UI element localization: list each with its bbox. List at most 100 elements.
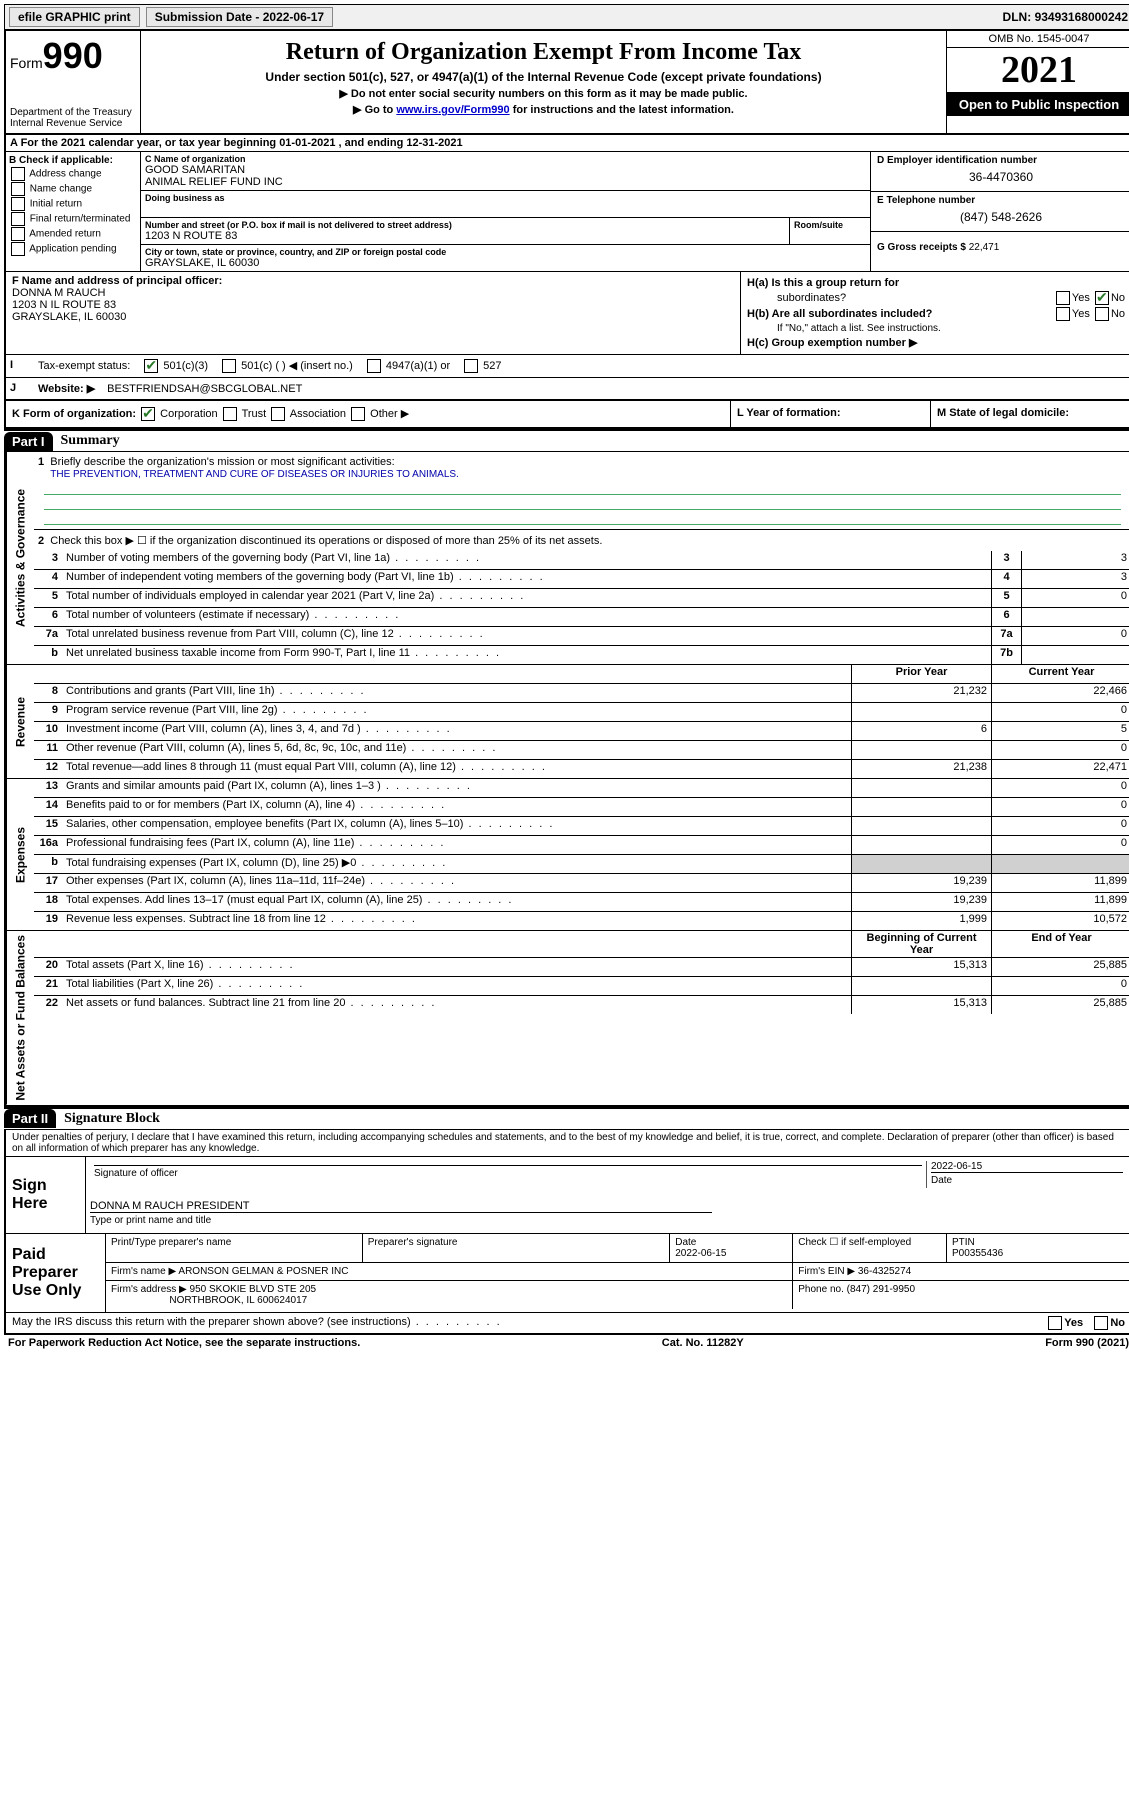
website-note: ▶ Go to www.irs.gov/Form990 for instruct… xyxy=(149,103,938,116)
chk-initial-return[interactable]: Initial return xyxy=(9,197,137,211)
chk-corp[interactable] xyxy=(141,407,155,421)
ha-row: H(a) Is this a group return for xyxy=(747,277,1125,289)
yes-1: Yes xyxy=(1072,292,1090,304)
street-value: 1203 N ROUTE 83 xyxy=(145,230,785,242)
line-num: 17 xyxy=(34,874,62,892)
submission-date-value: 2022-06-17 xyxy=(263,10,324,24)
principal-officer: F Name and address of principal officer:… xyxy=(6,272,741,354)
prior-year-val: 19,239 xyxy=(851,893,991,911)
line-text: Total number of individuals employed in … xyxy=(62,589,991,607)
discuss-yes[interactable] xyxy=(1048,1316,1062,1330)
public-inspection: Open to Public Inspection xyxy=(947,93,1129,116)
hc-row: H(c) Group exemption number ▶ xyxy=(747,336,1125,349)
part2-header: Part II Signature Block xyxy=(4,1107,1129,1129)
tax-year: 2021 xyxy=(947,48,1129,93)
line-text: Total number of volunteers (estimate if … xyxy=(62,608,991,626)
prior-year-val xyxy=(851,836,991,854)
phone-value: (847) 548-2626 xyxy=(877,206,1125,228)
sign-here-label: Sign Here xyxy=(6,1157,86,1233)
ha-label2: subordinates? xyxy=(747,292,846,304)
section-a-period: A For the 2021 calendar year, or tax yea… xyxy=(4,135,1129,152)
line-box-num: 5 xyxy=(991,589,1021,607)
current-year-val: 10,572 xyxy=(991,912,1129,930)
city-value: GRAYSLAKE, IL 60030 xyxy=(145,257,866,269)
line-text: Contributions and grants (Part VIII, lin… xyxy=(62,684,851,702)
efile-button[interactable]: efile GRAPHIC print xyxy=(9,7,140,27)
exp-line-16a: 16a Professional fundraising fees (Part … xyxy=(34,836,1129,855)
ha-row2: subordinates? Yes No xyxy=(747,291,1125,305)
ha-no[interactable] xyxy=(1095,291,1109,305)
chk-501c3[interactable] xyxy=(144,359,158,373)
prior-year-val: 6 xyxy=(851,722,991,740)
gross-cell: G Gross receipts $ 22,471 xyxy=(871,232,1129,256)
irs-link[interactable]: www.irs.gov/Form990 xyxy=(396,104,509,116)
line-box-num: 7a xyxy=(991,627,1021,645)
note2-pre: ▶ Go to xyxy=(353,104,396,116)
chk-trust[interactable] xyxy=(223,407,237,421)
preparer-table: Print/Type preparer's name Preparer's si… xyxy=(106,1234,1129,1309)
chk-other[interactable] xyxy=(351,407,365,421)
hb-yes[interactable] xyxy=(1056,307,1070,321)
fin-line-8: 8 Contributions and grants (Part VIII, l… xyxy=(34,684,1129,703)
form-of-org: K Form of organization: Corporation Trus… xyxy=(6,401,731,427)
year-formation: L Year of formation: xyxy=(731,401,931,427)
line-box-num: 4 xyxy=(991,570,1021,588)
prep-name-label: Print/Type preparer's name xyxy=(106,1234,362,1263)
chk-address-label: Address change xyxy=(29,169,101,180)
firm-name-value: ARONSON GELMAN & POSNER INC xyxy=(178,1266,348,1277)
current-year-val: 22,471 xyxy=(991,760,1129,778)
current-year-val: 25,885 xyxy=(991,996,1129,1014)
current-year-val: 11,899 xyxy=(991,893,1129,911)
submission-date-button[interactable]: Submission Date - 2022-06-17 xyxy=(146,7,333,27)
k-label: K Form of organization: xyxy=(12,408,136,420)
exp-line-17: 17 Other expenses (Part IX, column (A), … xyxy=(34,874,1129,893)
preparer-grid: Paid Preparer Use Only Print/Type prepar… xyxy=(6,1234,1129,1312)
prior-year-val xyxy=(851,741,991,759)
chk-4947[interactable] xyxy=(367,359,381,373)
chk-name-label: Name change xyxy=(30,184,92,195)
gov-line-3: 3 Number of voting members of the govern… xyxy=(34,551,1129,570)
exp-line-b: b Total fundraising expenses (Part IX, c… xyxy=(34,855,1129,874)
form-title: Return of Organization Exempt From Incom… xyxy=(149,39,938,66)
ha-yes[interactable] xyxy=(1056,291,1070,305)
part1-title: Summary xyxy=(53,431,128,451)
dba-cell: Doing business as xyxy=(141,191,870,218)
exp-line-13: 13 Grants and similar amounts paid (Part… xyxy=(34,779,1129,798)
ein-label: D Employer identification number xyxy=(877,155,1125,166)
prior-year-val xyxy=(851,798,991,816)
chk-address-change[interactable]: Address change xyxy=(9,167,137,181)
chk-amended-return[interactable]: Amended return xyxy=(9,227,137,241)
line-num: 7a xyxy=(34,627,62,645)
org-name-1: GOOD SAMARITAN xyxy=(145,164,866,176)
line-box-val: 0 xyxy=(1021,627,1129,645)
prior-year-val: 21,238 xyxy=(851,760,991,778)
governance-section: Activities & Governance 1 Briefly descri… xyxy=(4,451,1129,665)
group-return: H(a) Is this a group return for subordin… xyxy=(741,272,1129,354)
website-row: Website: ▶ BESTFRIENDSAH@SBCGLOBAL.NET xyxy=(34,378,1129,399)
discuss-no[interactable] xyxy=(1094,1316,1108,1330)
hb-note: If "No," attach a list. See instructions… xyxy=(747,323,1125,334)
chk-501c[interactable] xyxy=(222,359,236,373)
prior-year-val xyxy=(851,977,991,995)
state-domicile: M State of legal domicile: xyxy=(931,401,1129,427)
dept-treasury: Department of the Treasury xyxy=(10,107,136,118)
chk-final-return[interactable]: Final return/terminated xyxy=(9,212,137,226)
firm-addr1: 950 SKOKIE BLVD STE 205 xyxy=(190,1284,317,1295)
line-1: 1 Briefly describe the organization's mi… xyxy=(34,452,1129,530)
chk-assoc[interactable] xyxy=(271,407,285,421)
m-label: M State of legal domicile: xyxy=(937,407,1069,419)
chk-name-change[interactable]: Name change xyxy=(9,182,137,196)
tax-exempt-status: Tax-exempt status: 501(c)(3) 501(c) ( ) … xyxy=(34,355,1129,377)
current-year-val xyxy=(991,855,1129,873)
no-3: No xyxy=(1110,1317,1125,1329)
line-box-val: 3 xyxy=(1021,551,1129,569)
current-year-val: 25,885 xyxy=(991,958,1129,976)
chk-527[interactable] xyxy=(464,359,478,373)
address-grid: Number and street (or P.O. box if mail i… xyxy=(141,218,870,245)
prep-date-value: 2022-06-15 xyxy=(675,1248,726,1259)
chk-app-pending[interactable]: Application pending xyxy=(9,242,137,256)
prep-date-label: Date xyxy=(675,1237,696,1248)
hb-no[interactable] xyxy=(1095,307,1109,321)
form-word: Form xyxy=(10,55,43,71)
line-num: 16a xyxy=(34,836,62,854)
